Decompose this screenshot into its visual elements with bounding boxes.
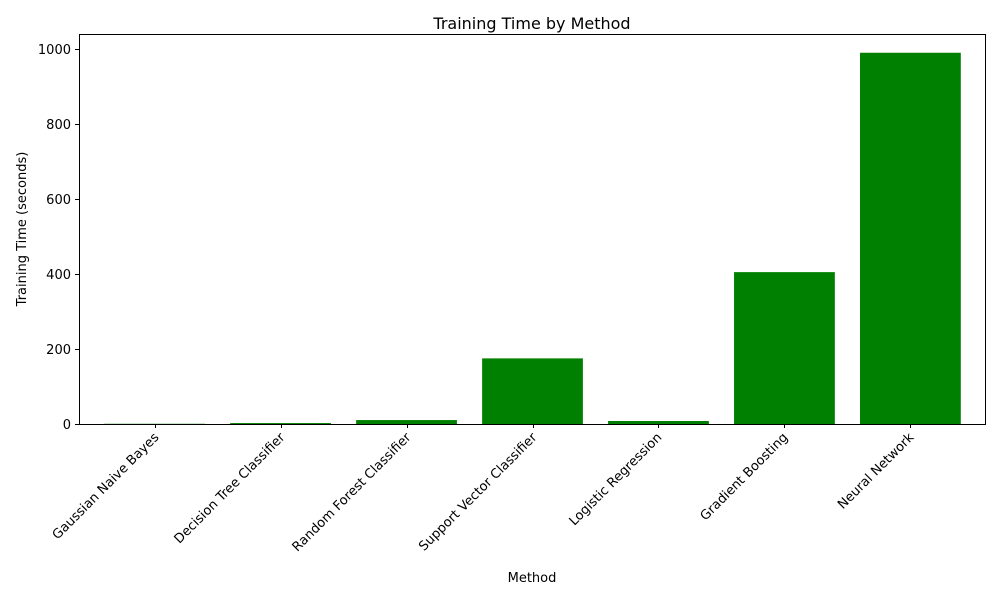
bars-group (104, 53, 961, 424)
y-tick-label: 400 (46, 268, 71, 283)
y-tick-label: 800 (46, 118, 71, 133)
y-tick-label: 600 (46, 193, 71, 208)
x-axis-label: Method (508, 571, 557, 586)
chart-title: Training Time by Method (432, 14, 630, 33)
bar-support-vector-classifier (482, 358, 583, 424)
x-tick-label: Random Forest Classifier (290, 430, 415, 555)
x-tick-label: Gaussian Naive Bayes (50, 430, 163, 543)
y-tick-label: 1000 (38, 43, 71, 58)
x-tick-label: Decision Tree Classifier (172, 430, 289, 547)
bar-gradient-boosting (734, 272, 835, 424)
bar-decision-tree-classifier (230, 423, 331, 424)
bar-neural-network (860, 53, 961, 424)
y-tick-label: 0 (63, 418, 71, 433)
bar-logistic-regression (608, 421, 709, 424)
y-axis-ticks: 0 200 400 600 800 1000 (38, 43, 79, 433)
x-tick-label: Support Vector Classifier (416, 430, 541, 555)
x-tick-label: Gradient Boosting (698, 430, 792, 524)
x-tick-label: Logistic Regression (567, 430, 666, 529)
y-axis-label: Training Time (seconds) (15, 152, 30, 308)
x-tick-label: Neural Network (835, 430, 918, 513)
y-tick-label: 200 (46, 343, 71, 358)
bar-random-forest-classifier (356, 420, 457, 424)
